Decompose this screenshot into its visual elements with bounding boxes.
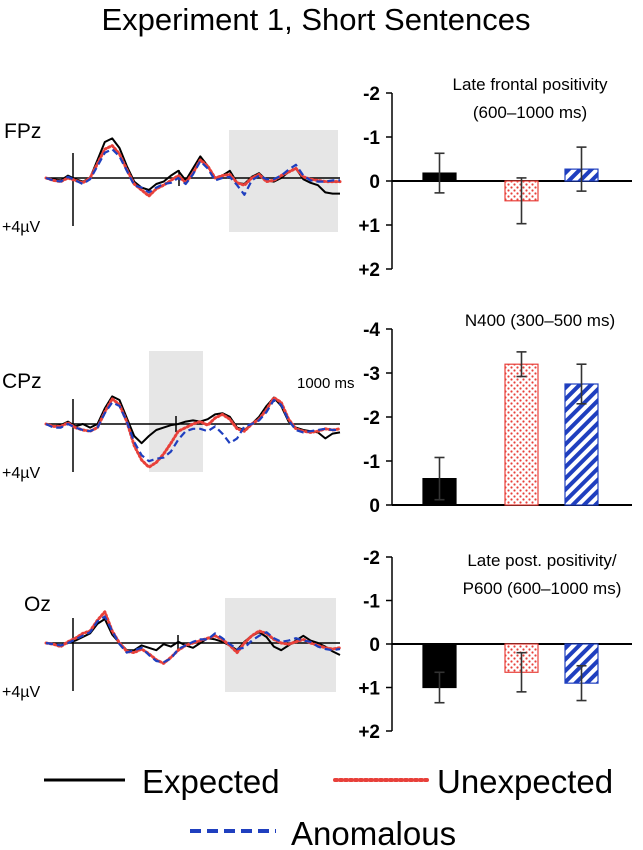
bar-unexpected: [504, 363, 539, 506]
error-bar-expected: [434, 671, 445, 704]
bar-y-tick-label: -1: [363, 128, 380, 149]
error-bar-expected: [434, 152, 445, 194]
error-bar-unexpected: [516, 351, 527, 378]
bar-y-tick-label: -2: [363, 84, 380, 105]
error-bar-anomalous: [576, 363, 587, 405]
bar-y-tick-label: +2: [358, 260, 380, 281]
bar-y-tick-label: -2: [363, 408, 380, 429]
bar-panel-1: Late frontal positivity (600–1000 ms) -2 -1…: [358, 75, 632, 281]
bar-charts: Late frontal positivity (600–1000 ms) -2 -1…: [358, 75, 632, 743]
legend-expected-label: Expected: [142, 763, 280, 800]
bar-y-tick-label: 0: [369, 496, 380, 517]
legend: Expected Unexpected Anomalous: [44, 763, 613, 850]
error-bar-unexpected: [516, 651, 527, 693]
electrode-label: CPz: [2, 370, 42, 393]
bar-chart-title: (600–1000 ms): [473, 103, 587, 122]
bar-y-tick-label: -2: [363, 548, 380, 569]
electrode-label: FPz: [4, 120, 41, 143]
bar-y-tick-label: -1: [363, 452, 380, 473]
voltage-scale-label: +4µV: [2, 219, 40, 236]
error-bar-expected: [434, 456, 445, 501]
bar-y-tick-label: 0: [369, 172, 380, 193]
bar-y-tick-label: -3: [363, 364, 380, 385]
error-bar-anomalous: [576, 146, 587, 192]
voltage-scale-label: +4µV: [2, 684, 40, 701]
legend-anomalous-label: Anomalous: [291, 815, 456, 850]
erp-waveforms: FPz +4µV CPz +4µV 1000 ms Oz +4µV: [2, 120, 355, 701]
voltage-scale-label: +4µV: [2, 465, 40, 482]
bar-y-tick-label: 0: [369, 635, 380, 656]
bar-panel-2: N400 (300–500 ms) -4 -3 -2 -1 0: [363, 311, 632, 517]
bar-chart-title: Late frontal positivity: [453, 75, 608, 94]
bar-y-tick-label: -1: [363, 592, 380, 613]
bar-panel-3: Late post. positivity/P600 (600–1000 ms)…: [358, 548, 632, 743]
bar-y-tick-label: -4: [363, 320, 380, 341]
time-scale-label: 1000 ms: [297, 375, 355, 392]
bar-y-tick-label: +2: [358, 722, 380, 743]
analysis-window: [149, 351, 203, 472]
bar-y-tick-label: +1: [358, 216, 380, 237]
waveform-anomalous: [45, 615, 341, 664]
erp-panel-cpz: CPz +4µV 1000 ms: [2, 351, 355, 482]
bar-y-tick-label: +1: [358, 679, 380, 700]
bar-chart-title: N400 (300–500 ms): [465, 311, 615, 330]
error-bar-unexpected: [516, 177, 527, 225]
waveform-anomalous: [45, 148, 340, 196]
bar-chart-title: Late post. positivity/: [467, 551, 617, 570]
legend-unexpected-label: Unexpected: [437, 763, 613, 800]
waveform-anomalous: [45, 398, 340, 463]
erp-panel-fpz: FPz +4µV: [2, 120, 342, 236]
bar-chart-title: P600 (600–1000 ms): [463, 579, 622, 598]
electrode-label: Oz: [24, 593, 51, 616]
error-bar-anomalous: [576, 664, 587, 702]
erp-panel-oz: Oz +4µV: [2, 593, 342, 701]
figure-title: Experiment 1, Short Sentences: [101, 2, 530, 37]
